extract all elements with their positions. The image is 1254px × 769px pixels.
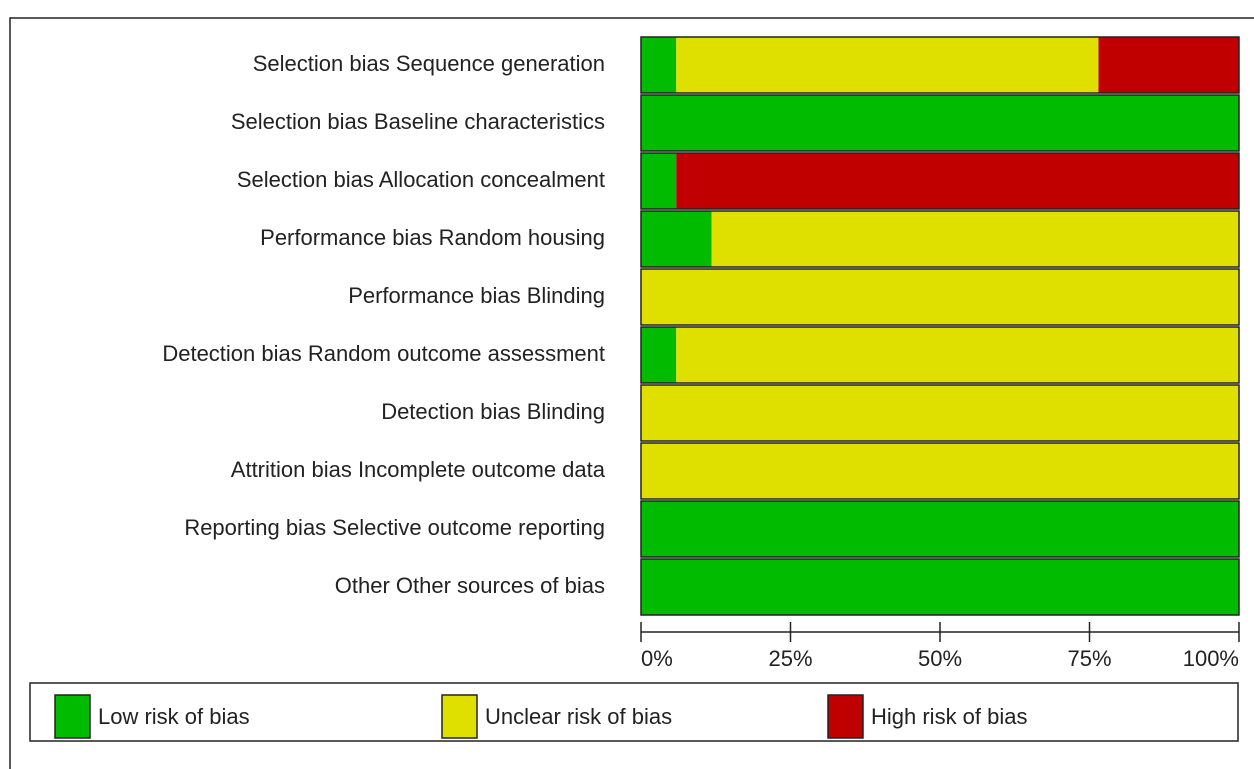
x-tick-label: 25% <box>768 646 812 671</box>
bar-segment <box>711 211 1239 267</box>
bar-segment <box>641 95 1239 151</box>
category-label: Performance bias Random housing <box>260 225 605 250</box>
bar-segment <box>1098 37 1239 93</box>
bar-segment <box>641 559 1239 615</box>
legend-box <box>29 682 1239 742</box>
category-label: Detection bias Random outcome assessment <box>162 341 605 366</box>
category-label: Reporting bias Selective outcome reporti… <box>184 515 605 540</box>
category-label: Other Other sources of bias <box>335 573 605 598</box>
legend-swatch <box>54 694 91 739</box>
legend-label: Low risk of bias <box>98 704 250 729</box>
frame <box>9 17 1254 769</box>
bar-segment <box>676 327 1239 383</box>
legend-label: High risk of bias <box>871 704 1028 729</box>
legend-swatch <box>827 694 864 739</box>
x-tick-label: 100% <box>1183 646 1239 671</box>
bar-outline <box>640 210 1240 268</box>
category-label: Attrition bias Incomplete outcome data <box>231 457 606 482</box>
bar-outline <box>640 558 1240 616</box>
x-tick-label: 75% <box>1067 646 1111 671</box>
bar-outline <box>640 384 1240 442</box>
category-label: Selection bias Baseline characteristics <box>231 109 605 134</box>
bar-segment <box>641 385 1239 441</box>
bar-outline <box>640 500 1240 558</box>
bar-segment <box>641 37 677 93</box>
category-label: Selection bias Allocation concealment <box>237 167 605 192</box>
bar-segment <box>641 269 1239 325</box>
category-label: Selection bias Sequence generation <box>253 51 605 76</box>
bar-outline <box>640 326 1240 384</box>
bar-segment <box>641 443 1239 499</box>
bar-segment <box>676 153 1239 209</box>
bar-outline <box>640 94 1240 152</box>
bar-segment <box>641 327 677 383</box>
bar-outline <box>640 442 1240 500</box>
legend-label: Unclear risk of bias <box>485 704 672 729</box>
bar-outline <box>640 268 1240 326</box>
category-label: Detection bias Blinding <box>381 399 605 424</box>
x-tick-label: 0% <box>641 646 673 671</box>
bar-outline <box>640 152 1240 210</box>
bar-segment <box>641 501 1239 557</box>
bar-segment <box>641 153 677 209</box>
legend-swatch <box>441 694 478 739</box>
category-label: Performance bias Blinding <box>348 283 605 308</box>
bar-segment <box>641 211 712 267</box>
bar-outline <box>640 36 1240 94</box>
bar-segment <box>676 37 1099 93</box>
x-tick-label: 50% <box>918 646 962 671</box>
